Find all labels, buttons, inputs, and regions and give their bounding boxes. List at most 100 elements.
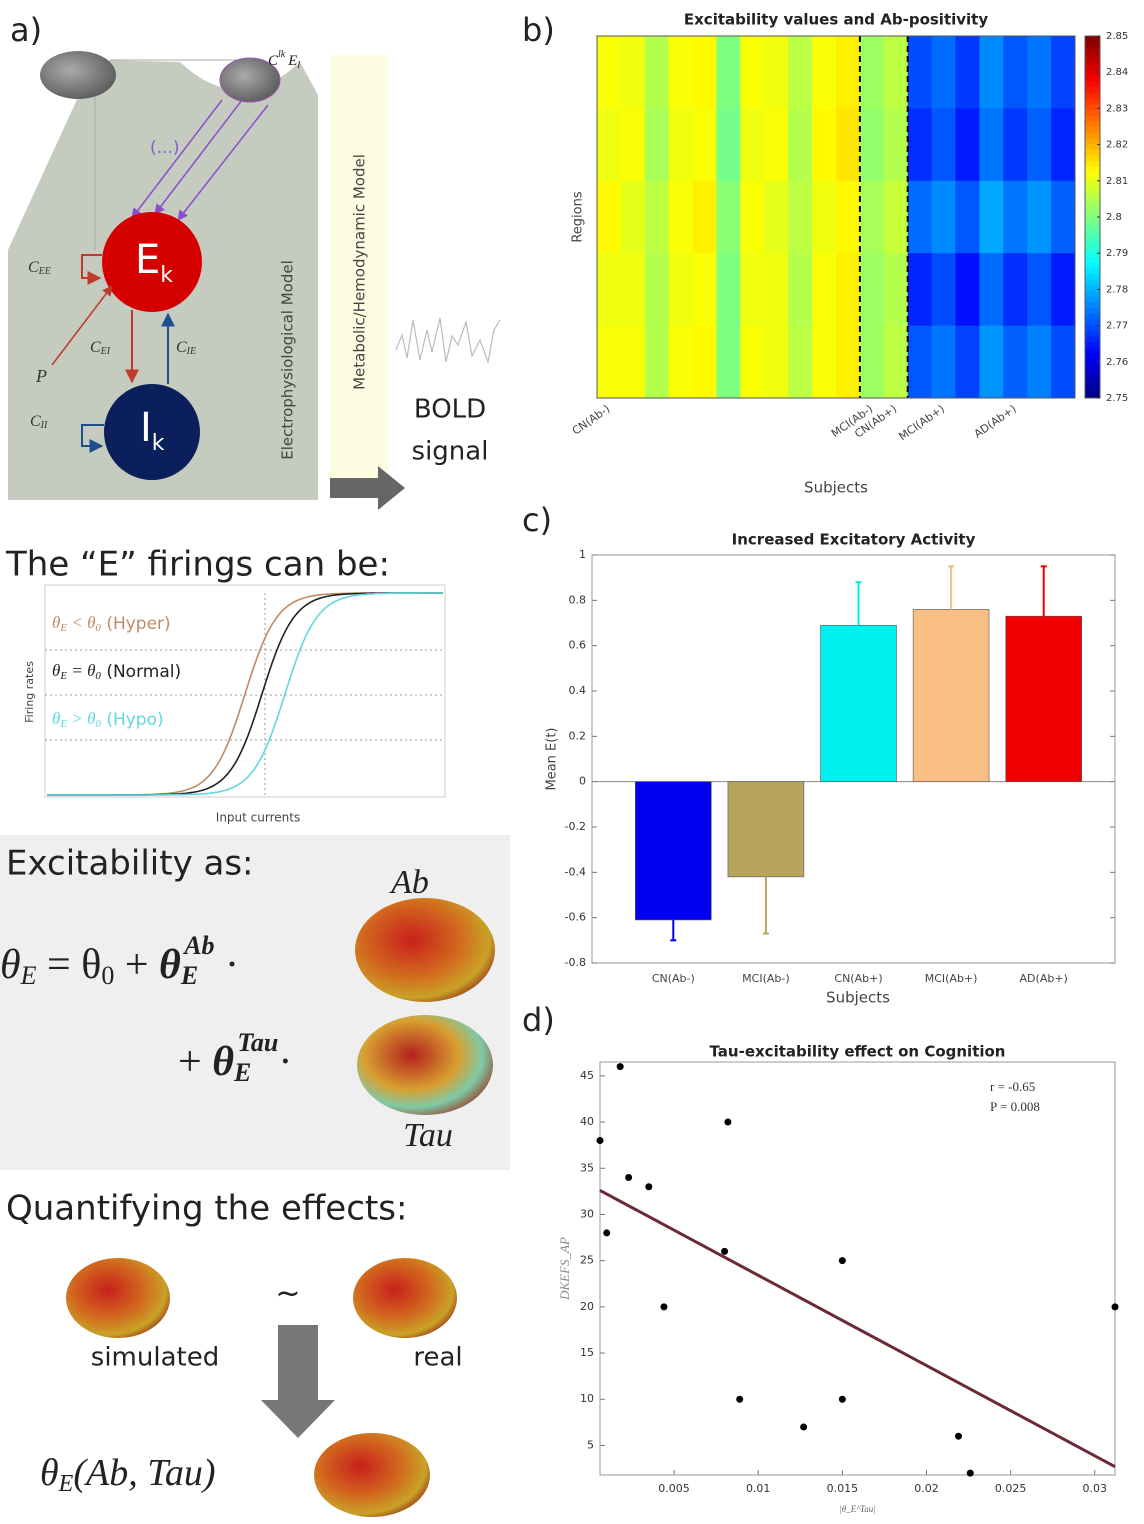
label-part: (Hypo) <box>101 710 164 730</box>
colorbar-step <box>1085 92 1100 99</box>
drive-arrow <box>51 285 113 366</box>
heatmap-cell <box>907 253 933 327</box>
heatmap-cell <box>1003 180 1028 254</box>
colorbar-step <box>1085 115 1100 122</box>
y-tick-label: 10 <box>580 1392 594 1405</box>
eq-part: E <box>233 1058 251 1087</box>
coupling-label: CEI <box>90 339 111 358</box>
hemo-box <box>330 55 388 488</box>
colorbar-tick-label: 2.77 <box>1106 321 1128 332</box>
x-axis-label: Subjects <box>826 989 890 1007</box>
label-part: 0 <box>95 670 101 682</box>
axis-label: Firing rates <box>23 661 36 723</box>
point <box>838 1257 846 1265</box>
heatmap-cell <box>788 325 813 399</box>
similarity: ~ <box>275 1277 300 1312</box>
colorbar-step <box>1085 183 1100 190</box>
point <box>645 1183 653 1191</box>
x-tick-label: 0.025 <box>995 1482 1027 1495</box>
bar <box>912 609 990 782</box>
x-tick-label: CN(Ab-) <box>652 972 695 985</box>
y-tick-label: 15 <box>580 1346 594 1359</box>
colorbar-step <box>1085 47 1100 54</box>
heatmap-cell <box>1003 108 1028 182</box>
heatmap-cell <box>859 253 885 327</box>
heatmap-cell <box>764 36 789 109</box>
self-loop <box>81 424 104 453</box>
colorbar-step <box>1085 279 1100 286</box>
colorbar-step <box>1085 369 1100 376</box>
colorbar-step <box>1085 352 1100 359</box>
heatmap-cell <box>644 180 670 254</box>
colorbar-step <box>1085 222 1100 229</box>
colorbar-step <box>1085 290 1100 297</box>
colorbar-tick-label: 2.79 <box>1106 248 1128 259</box>
heatmap-cell <box>836 36 861 109</box>
brain-label: Tau <box>403 1117 453 1154</box>
heatmap-cell <box>788 253 813 327</box>
y-axis-label: Regions <box>571 191 586 243</box>
x-tick-label: 0.01 <box>746 1482 771 1495</box>
heatmap-cell <box>883 325 909 399</box>
y-tick-label: 0 <box>579 775 586 788</box>
label-part: EI <box>100 346 111 357</box>
x-tick-label: MCI(Ab+) <box>896 402 947 443</box>
colorbar-step <box>1085 194 1100 201</box>
heatmap-cell <box>692 36 717 109</box>
heatmap-cell <box>1027 325 1052 399</box>
heatmap-cell <box>740 180 765 254</box>
heatmap-cell <box>1003 253 1028 327</box>
heatmap-cell <box>979 108 1004 182</box>
result: θE(Ab, Tau) <box>40 1452 216 1497</box>
colorbar-step <box>1085 335 1100 342</box>
label-part: C <box>30 413 41 430</box>
y-tick-label: 1 <box>579 548 586 561</box>
heatmap-cell <box>716 108 741 182</box>
heatmap-cell <box>955 325 980 399</box>
eq-part: θ <box>159 942 181 988</box>
colorbar-step <box>1085 149 1100 156</box>
heatmap-cell <box>859 108 885 182</box>
heatmap-cell <box>1051 325 1076 399</box>
colorbar-step <box>1085 330 1100 337</box>
plot-frame <box>596 35 1076 399</box>
point <box>616 1063 624 1071</box>
heatmap-cell <box>1003 325 1028 399</box>
colorbar-step <box>1085 358 1100 365</box>
colorbar-tick-label: 2.85 <box>1106 31 1128 42</box>
brain-caption: simulated <box>91 1343 219 1373</box>
colorbar-step <box>1085 296 1100 303</box>
colorbar-step <box>1085 211 1100 218</box>
label-part: II <box>40 420 48 431</box>
heatmap-cell <box>883 108 909 182</box>
y-tick-label: 40 <box>580 1115 594 1128</box>
heatmap-cell <box>859 180 885 254</box>
colorbar-tick-label: 2.8 <box>1106 212 1122 223</box>
heatmap-cell <box>883 36 909 109</box>
eq-part: Tau <box>237 1028 278 1057</box>
heatmap-cell <box>1051 180 1076 254</box>
colorbar-step <box>1085 154 1100 161</box>
node-label: Ek <box>135 237 173 288</box>
eq-part: E <box>180 961 198 990</box>
heatmap-cell <box>644 253 670 327</box>
brain-icon <box>219 57 281 103</box>
heatmap-cell <box>836 108 861 182</box>
label-part: E <box>135 237 160 283</box>
label-part: C <box>28 259 39 276</box>
heatmap-cell <box>979 36 1004 109</box>
brain-label: Ab <box>389 864 429 901</box>
heatmap-cell <box>597 253 622 327</box>
heatmap-cell <box>836 180 861 254</box>
heatmap-cell <box>668 253 694 327</box>
colorbar-tick-label: 2.75 <box>1106 393 1128 404</box>
bar <box>820 624 897 782</box>
bar <box>635 781 712 921</box>
heatmap-cell <box>1027 253 1052 327</box>
heatmap-cell <box>740 325 765 399</box>
colorbar-step <box>1085 386 1100 393</box>
point <box>838 1395 846 1403</box>
heatmap-cell <box>597 180 622 254</box>
colorbar-step <box>1085 109 1100 116</box>
colorbar-step <box>1085 239 1100 246</box>
